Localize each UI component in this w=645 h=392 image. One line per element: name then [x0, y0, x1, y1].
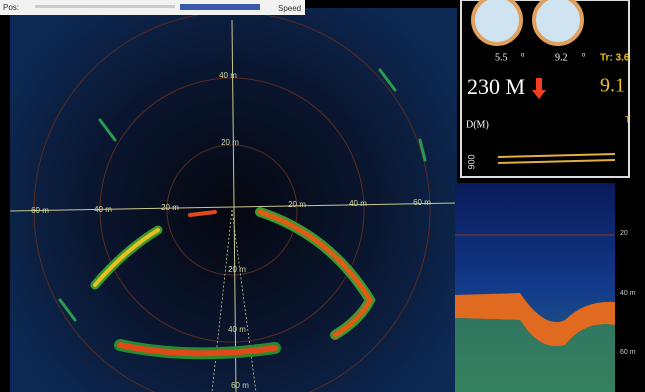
- roll-unit: o: [521, 53, 525, 59]
- echogram-depth-label: 40 m: [620, 290, 636, 297]
- depth-label: D(M): [466, 119, 489, 130]
- range-label: 20 m: [221, 138, 239, 147]
- pos-label: Pos:: [3, 3, 19, 12]
- axes: [9, 19, 458, 392]
- instrument-frame: [460, 0, 630, 178]
- echogram-depth-label: 60 m: [620, 349, 636, 356]
- range-label: 60 m: [413, 198, 431, 207]
- pos-slider[interactable]: [35, 5, 175, 8]
- beam-lines: [211, 209, 257, 392]
- bars: [497, 153, 616, 164]
- range-label: 20 m: [161, 203, 179, 212]
- roll: 5.5: [495, 52, 508, 63]
- speed-label: Speed: [278, 4, 301, 13]
- roll-gauge: [471, 0, 523, 46]
- speed: 9.1: [600, 75, 625, 97]
- range-label: 40 m: [349, 199, 367, 208]
- range-label: 60 m: [231, 381, 249, 390]
- cut-label: T: [625, 114, 631, 124]
- pitch: 9.2: [555, 52, 568, 63]
- side-value: 900: [466, 154, 476, 169]
- echogram-depth-label: 20: [620, 230, 628, 237]
- track: Tr: 3.6: [600, 53, 630, 64]
- range-label: 60 m: [31, 206, 49, 215]
- depth: 230 M: [467, 74, 525, 99]
- range-label: 20 m: [228, 265, 246, 274]
- speed-slider[interactable]: [180, 4, 260, 10]
- range-label: 40 m: [219, 71, 237, 80]
- pitch-gauge: [532, 0, 584, 46]
- seabed-echo: [455, 293, 615, 347]
- range-label: 40 m: [94, 205, 112, 214]
- range-label: 20 m: [288, 200, 306, 209]
- seabed: [455, 318, 615, 392]
- range-label: 40 m: [228, 325, 246, 334]
- echoes: [58, 68, 427, 360]
- pitch-unit: o: [582, 53, 586, 59]
- depth-arrow: [532, 78, 546, 99]
